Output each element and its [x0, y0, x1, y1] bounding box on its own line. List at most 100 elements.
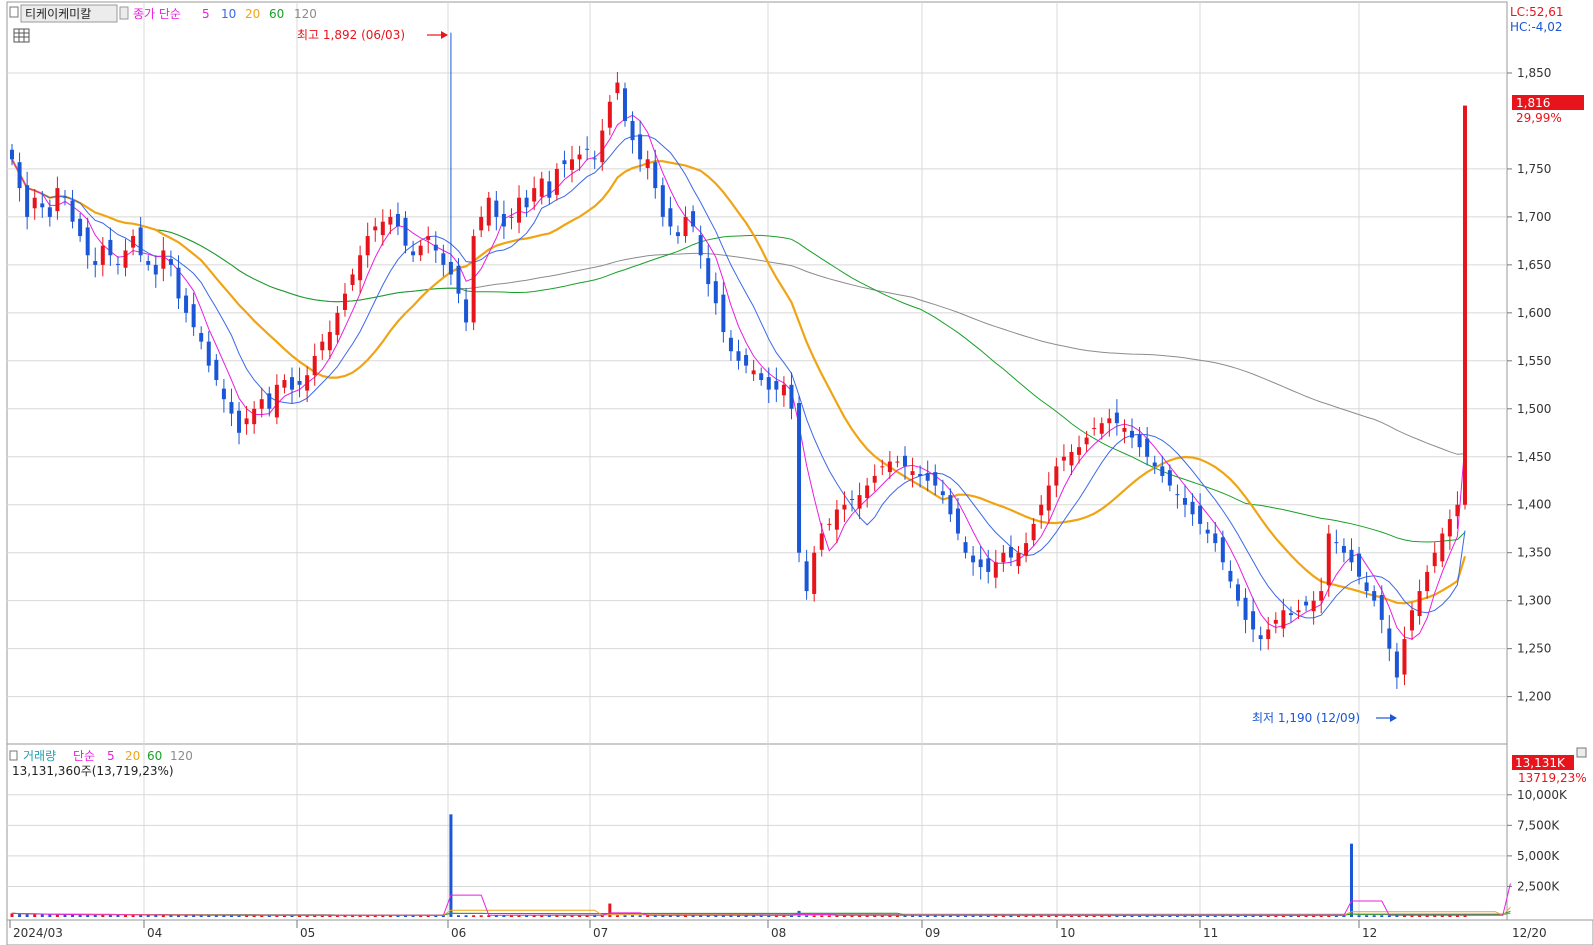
volume-bar — [1206, 915, 1210, 917]
volume-bar — [1297, 915, 1301, 917]
candle-body — [62, 196, 67, 198]
candle-body — [380, 221, 385, 236]
volume-bar — [222, 915, 226, 917]
candle-body — [358, 255, 363, 281]
volume-bar — [351, 915, 355, 917]
candle-body — [721, 294, 726, 333]
candle-body — [622, 88, 627, 121]
volume-bar — [1236, 915, 1240, 917]
candle-body — [1054, 466, 1059, 486]
candle-body — [570, 159, 575, 170]
date-axis: 2024/03 04 05 06 07 08 09 10 11 12 12/20 — [9, 920, 1547, 940]
volume-close-icon[interactable] — [1576, 747, 1587, 758]
volume-bar — [729, 915, 733, 917]
price-panel-frame — [6, 1, 1508, 745]
price-tick-label: 1,550 — [1517, 354, 1551, 368]
candle-body — [365, 236, 370, 256]
volume-bar — [479, 915, 483, 917]
candle-body — [456, 265, 461, 294]
candle-body — [812, 552, 817, 594]
volume-bar — [850, 915, 854, 917]
volume-bar — [199, 915, 203, 917]
candle-body — [880, 466, 885, 468]
candle-body — [887, 461, 892, 473]
date-axis-bar — [6, 919, 1593, 945]
volume-bar — [1009, 915, 1013, 917]
volume-bar — [684, 915, 688, 917]
candle-body — [1175, 494, 1180, 496]
volume-bar — [1281, 915, 1285, 917]
candle-body — [524, 197, 529, 208]
volume-bar — [994, 915, 998, 917]
candle-body — [479, 216, 484, 231]
high-arrow-icon — [427, 31, 448, 39]
date-tick-label: 05 — [300, 926, 315, 940]
volume-bar — [55, 914, 59, 917]
ma60-label: 60 — [269, 7, 284, 21]
stock-name-box[interactable] — [20, 4, 118, 23]
volume-bar — [956, 915, 960, 917]
candle-body — [940, 491, 945, 496]
candle-body — [100, 245, 105, 265]
candle-body — [509, 216, 514, 218]
price-tick-label: 1,850 — [1517, 66, 1551, 80]
candle-body — [191, 304, 196, 328]
candle-body — [1061, 456, 1066, 461]
candle-body — [986, 558, 991, 572]
candle-body — [691, 211, 696, 227]
volume-bar — [464, 915, 468, 917]
candle-body — [517, 197, 522, 223]
price-tick-label: 1,350 — [1517, 546, 1551, 560]
table-icon[interactable] — [13, 28, 30, 43]
candle-body — [229, 402, 234, 414]
volume-bar — [1001, 915, 1005, 917]
candle-body — [1341, 545, 1346, 553]
current-price-tag — [1512, 95, 1584, 110]
candle-body — [320, 341, 325, 351]
candle-body — [131, 236, 136, 248]
candle-body — [153, 264, 158, 275]
dropdown-icon[interactable] — [119, 6, 129, 20]
volume-axis: 2,500K 5,000K 7,500K 10,000K — [1507, 788, 1568, 893]
candle-body — [834, 509, 839, 530]
candle-body — [1137, 434, 1142, 448]
candle-body — [1213, 533, 1218, 544]
candle-body — [797, 403, 802, 553]
volume-bar — [441, 915, 445, 917]
volume-bar — [986, 915, 990, 917]
current-price: 1,816 — [1516, 96, 1550, 110]
price-tick-label: 1,250 — [1517, 642, 1551, 656]
candle-body — [577, 154, 582, 160]
volume-bar — [373, 915, 377, 917]
candle-body — [221, 388, 226, 400]
candle-body — [1251, 611, 1256, 630]
volume-bar — [676, 915, 680, 917]
candle-body — [47, 207, 52, 217]
date-tick-label: 12 — [1362, 926, 1377, 940]
candle-body — [1205, 529, 1210, 534]
candle-body — [1394, 651, 1399, 678]
volume-bar — [1425, 915, 1429, 917]
candle-body — [1182, 498, 1187, 505]
settings-icon[interactable] — [9, 6, 19, 18]
volume-bar — [661, 915, 665, 917]
volume-bar — [1107, 915, 1111, 917]
ma60-line — [11, 159, 1466, 543]
volume-settings-icon[interactable] — [9, 750, 18, 761]
candle-body — [486, 197, 491, 226]
candle-body — [910, 471, 915, 475]
price-tick-label: 1,500 — [1517, 402, 1551, 416]
volume-bar — [706, 915, 710, 917]
volume-bar — [396, 915, 400, 917]
volume-bar — [487, 915, 491, 917]
candle-body — [562, 160, 567, 165]
volume-bar — [789, 915, 793, 917]
candle-body — [1107, 418, 1112, 424]
volume-bar — [192, 915, 196, 917]
candle-body — [184, 295, 189, 313]
candle-body — [1001, 552, 1006, 563]
vol-ma120-label: 120 — [170, 749, 193, 763]
price-tick-label: 1,650 — [1517, 258, 1551, 272]
candle-body — [698, 235, 703, 256]
volume-bar — [502, 915, 506, 917]
